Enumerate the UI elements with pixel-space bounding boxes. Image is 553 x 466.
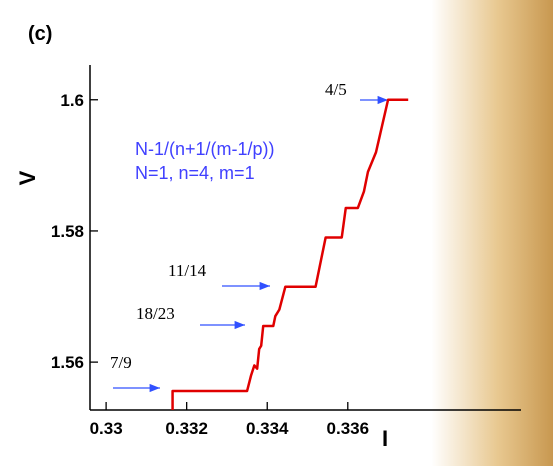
y-tick-label: 1.56 (51, 353, 84, 372)
annotation: 18/23 (136, 304, 175, 323)
annotation: 7/9 (110, 353, 132, 372)
formula: N=1, n=4, m=1 (135, 163, 255, 183)
formula: N-1/(n+1/(m-1/p)) (135, 139, 275, 159)
line (171, 98, 409, 410)
y-axis-label: V (15, 170, 40, 185)
x-tick-label: 0.33 (90, 419, 123, 438)
y-tick-label: 1.6 (60, 91, 84, 110)
panel-label: (c) (28, 23, 52, 45)
x-tick-label: 0.332 (165, 419, 208, 438)
x-tick-label: 0.336 (327, 419, 370, 438)
y-tick-label: 1.58 (51, 222, 84, 241)
annotation: 11/14 (168, 261, 207, 280)
x-axis-label: I (382, 426, 388, 451)
x-tick-label: 0.334 (246, 419, 289, 438)
annotation: 4/5 (325, 80, 347, 99)
